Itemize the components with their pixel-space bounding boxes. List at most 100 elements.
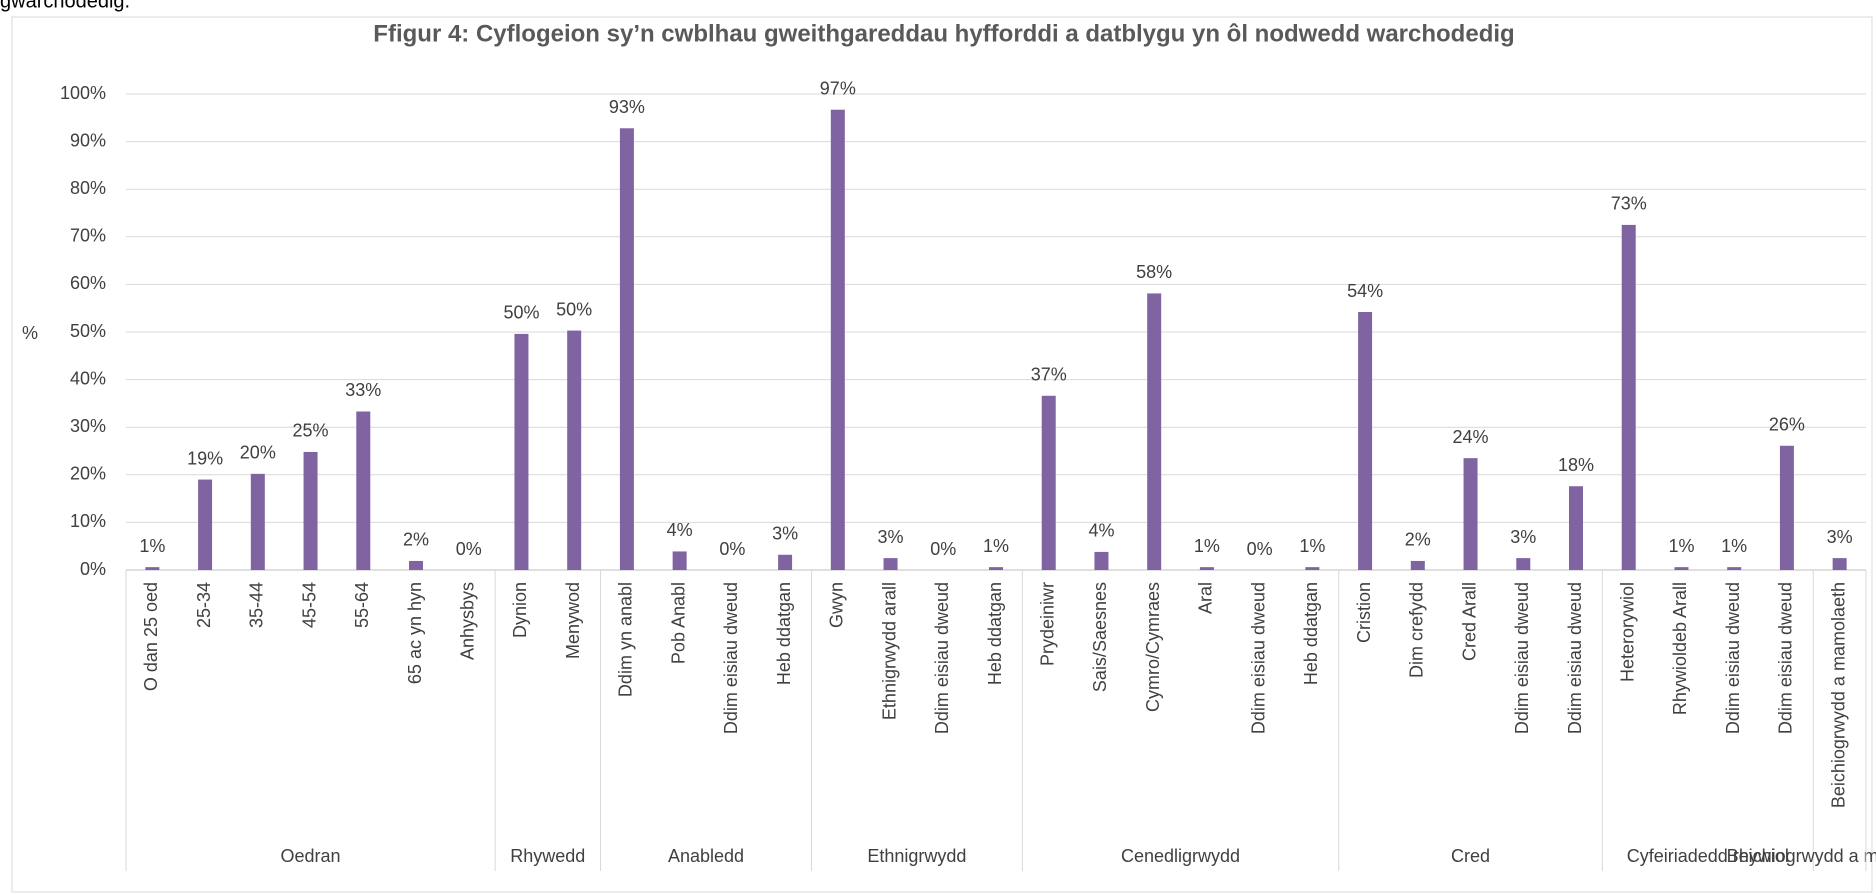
data-label: 20% bbox=[240, 443, 276, 463]
x-tick-label: Sais/Saesnes bbox=[1090, 582, 1110, 692]
x-tick-label: Menywod bbox=[563, 582, 583, 659]
data-label: 0% bbox=[456, 539, 482, 559]
x-tick-label: 35-44 bbox=[247, 582, 267, 628]
data-label: 1% bbox=[139, 536, 165, 556]
bar bbox=[619, 128, 634, 570]
x-tick-label: Rhywioldeb Arall bbox=[1670, 582, 1690, 715]
x-tick-label: Ddim eisiau dweud bbox=[932, 582, 952, 734]
group-label: Ethnigrwydd bbox=[867, 846, 966, 866]
y-tick-label: 30% bbox=[70, 416, 106, 436]
x-tick-label: Gwyn bbox=[827, 582, 847, 628]
group-label: Anabledd bbox=[668, 846, 744, 866]
y-tick-label: 0% bbox=[80, 559, 106, 579]
bar bbox=[409, 560, 423, 570]
x-tick-label: Beichiogrwydd a mamolaeth bbox=[1828, 582, 1848, 808]
bar bbox=[1516, 558, 1531, 570]
data-label: 73% bbox=[1611, 194, 1647, 214]
data-label: 3% bbox=[1827, 527, 1853, 547]
x-tick-label: Anhysbys bbox=[457, 582, 477, 660]
x-tick-label: Ddim eisiau dweud bbox=[1565, 582, 1585, 734]
x-tick-label: Dynion bbox=[510, 582, 530, 638]
bar bbox=[1410, 560, 1425, 570]
data-label: 3% bbox=[1510, 527, 1536, 547]
bar bbox=[1779, 445, 1794, 570]
bar bbox=[1358, 312, 1373, 570]
group-label: Rhywedd bbox=[510, 846, 585, 866]
bar bbox=[1621, 224, 1636, 570]
x-tick-label: 25-34 bbox=[194, 582, 214, 628]
bar bbox=[1041, 395, 1056, 570]
bar bbox=[250, 473, 265, 570]
data-label: 24% bbox=[1453, 427, 1489, 447]
data-label: 18% bbox=[1558, 455, 1594, 475]
data-label: 1% bbox=[1299, 536, 1325, 556]
data-label: 54% bbox=[1347, 281, 1383, 301]
y-tick-label: 20% bbox=[70, 464, 106, 484]
y-tick-label: 40% bbox=[70, 368, 106, 388]
data-label: 37% bbox=[1031, 365, 1067, 385]
data-label: 1% bbox=[983, 536, 1009, 556]
group-label: Cenedligrwydd bbox=[1121, 846, 1240, 866]
data-label: 2% bbox=[403, 530, 429, 550]
x-tick-label: Ddim yn anabl bbox=[616, 582, 636, 697]
bar bbox=[1094, 551, 1109, 570]
x-tick-label: Ddim eisiau dweud bbox=[1248, 582, 1268, 734]
bar bbox=[1305, 567, 1320, 570]
x-tick-label: Cristion bbox=[1354, 582, 1374, 643]
x-tick-label: 55-64 bbox=[352, 582, 372, 628]
group-label: Beichiogrwydd a mamolaeth bbox=[1727, 846, 1876, 866]
data-label: 1% bbox=[1194, 536, 1220, 556]
y-tick-label: 10% bbox=[70, 511, 106, 531]
data-label: 58% bbox=[1136, 262, 1172, 282]
bar bbox=[989, 567, 1003, 570]
y-axis-label: % bbox=[22, 323, 38, 343]
x-tick-label: Heb ddatgan bbox=[774, 582, 794, 685]
data-label: 25% bbox=[293, 421, 329, 441]
data-label: 0% bbox=[1247, 539, 1273, 559]
x-tick-label: Prydeiniwr bbox=[1037, 582, 1057, 666]
data-label: 0% bbox=[930, 539, 956, 559]
bar bbox=[1674, 567, 1689, 570]
group-label: Cred bbox=[1451, 846, 1490, 866]
data-label: 19% bbox=[187, 448, 223, 468]
bar bbox=[303, 451, 318, 570]
x-tick-label: Ddim eisiau dweud bbox=[1723, 582, 1743, 734]
data-label: 33% bbox=[345, 380, 381, 400]
bar bbox=[672, 551, 687, 570]
bar bbox=[830, 109, 845, 570]
x-tick-label: Ethnigrwydd arall bbox=[879, 582, 899, 720]
y-tick-label: 80% bbox=[70, 178, 106, 198]
data-label: 50% bbox=[556, 299, 592, 319]
bar bbox=[883, 558, 898, 570]
bar bbox=[1147, 293, 1162, 570]
x-tick-label: Dim crefydd bbox=[1407, 582, 1427, 678]
bar bbox=[1463, 458, 1478, 570]
page-top-text: gwarchodedig. bbox=[0, 0, 130, 12]
bar bbox=[1569, 486, 1583, 570]
data-label: 3% bbox=[772, 524, 798, 544]
y-tick-label: 100% bbox=[60, 83, 106, 103]
x-tick-label: 45-54 bbox=[299, 582, 319, 628]
data-label: 3% bbox=[878, 527, 904, 547]
x-tick-label: Heb ddatgan bbox=[985, 582, 1005, 685]
x-tick-label: Aral bbox=[1196, 582, 1216, 614]
data-label: 0% bbox=[719, 539, 745, 559]
x-tick-label: Heb ddatgan bbox=[1301, 582, 1321, 685]
chart-title: Ffigur 4: Cyflogeion sy’n cwblhau gweith… bbox=[373, 20, 1514, 47]
data-label: 97% bbox=[820, 78, 856, 98]
bar bbox=[778, 554, 793, 570]
data-label: 93% bbox=[609, 97, 645, 117]
y-tick-label: 50% bbox=[70, 321, 106, 341]
bar bbox=[198, 479, 213, 570]
data-label: 4% bbox=[1088, 521, 1114, 541]
group-label: Oedran bbox=[281, 846, 341, 866]
y-tick-label: 90% bbox=[70, 130, 106, 150]
bar bbox=[1727, 567, 1742, 570]
x-tick-label: Ddim eisiau dweud bbox=[1512, 582, 1532, 734]
bar bbox=[356, 411, 371, 570]
bar bbox=[1199, 567, 1214, 570]
bar bbox=[145, 567, 160, 570]
bar bbox=[514, 333, 529, 570]
y-tick-label: 70% bbox=[70, 226, 106, 246]
data-label: 26% bbox=[1769, 415, 1805, 435]
